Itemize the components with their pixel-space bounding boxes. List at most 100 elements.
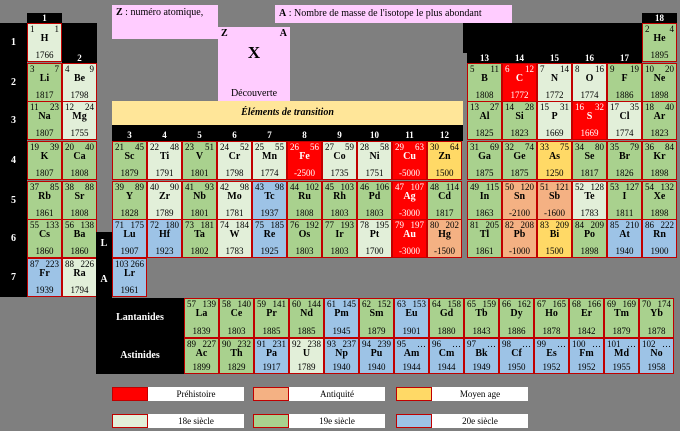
element-mass: 52 (240, 142, 249, 152)
element-cell: 38 88 Sr 1808 (62, 181, 97, 220)
element-symbol: Dy (510, 308, 523, 319)
la-marker-a: A (100, 274, 108, 285)
element-mass: 51 (205, 142, 214, 152)
element-mass: 28 (525, 102, 534, 112)
element-year: 1817 (580, 168, 599, 178)
element-mass: 239 (377, 339, 392, 349)
element-year: 1751 (365, 168, 384, 178)
element-symbol: Ba (73, 229, 86, 240)
element-mass: 40 (85, 142, 94, 152)
element-symbol: O (585, 73, 594, 84)
element-year: 1801 (190, 168, 209, 178)
element-year: 1803 (295, 246, 314, 256)
element-year: 1669 (545, 128, 564, 138)
element-mass: 107 (410, 182, 425, 192)
element-number: 101 (607, 339, 621, 349)
element-symbol: Mg (72, 111, 87, 122)
element-cell: 55 133 Cs 1860 (27, 219, 62, 258)
element-mass: 88 (85, 182, 94, 192)
element-year: 1944 (402, 362, 421, 372)
element-mass: 84 (665, 142, 674, 152)
element-mass: 145 (342, 299, 357, 309)
element-year: 1898 (650, 90, 669, 100)
element-year: -2100 (509, 208, 530, 218)
element-mass: 158 (447, 299, 462, 309)
a-annotation-symbol: A (279, 8, 287, 19)
element-cell: 67 165 Ho 1878 (534, 298, 569, 338)
element-mass: 45 (135, 142, 144, 152)
a-annotation-box: A : Nombre de masse de l'isotope le plus… (275, 5, 512, 23)
element-mass: 152 (377, 299, 392, 309)
group-header-17: 17 (607, 53, 642, 63)
element-number: 40 (150, 182, 159, 192)
element-mass: 80 (595, 142, 604, 152)
element-mass: 102 (305, 182, 320, 192)
element-mass: 231 (272, 339, 287, 349)
element-mass: 127 (625, 182, 640, 192)
element-symbol: F (621, 73, 628, 84)
element-symbol: Cf (511, 348, 522, 359)
element-number: 54 (645, 182, 654, 192)
element-year: 1898 (580, 246, 599, 256)
element-cell: 81 205 Tl 1861 (467, 219, 502, 258)
group-header-18: 18 (642, 13, 677, 23)
legend-label-c20: 20e siècle (432, 414, 528, 428)
element-symbol: Ra (73, 268, 86, 279)
element-cell: 7 14 N 1772 (537, 63, 572, 102)
element-mass: 165 (552, 299, 567, 309)
element-cell: 66 162 Dy 1886 (499, 298, 534, 338)
element-symbol: Pu (370, 348, 383, 359)
element-mass: 120 (520, 182, 535, 192)
element-year: 1925 (260, 246, 279, 256)
legend-swatch-prehistoric (112, 387, 148, 401)
element-year: 1774 (580, 90, 599, 100)
element-year: 1898 (650, 168, 669, 178)
element-symbol: Er (580, 308, 593, 319)
element-cell: 9 19 F 1886 (607, 63, 642, 102)
element-symbol: C (515, 73, 524, 84)
lanthanides-label-box: Lantanides (96, 298, 184, 338)
element-year: 1886 (507, 326, 526, 336)
element-number: 8 (575, 64, 580, 74)
element-mass: … (557, 339, 566, 349)
element-symbol: Fm (579, 348, 594, 359)
element-year: 1789 (297, 362, 316, 372)
element-symbol: Ar (653, 111, 666, 122)
element-year: 1937 (260, 208, 279, 218)
element-cell: 6 12 C 1772 (502, 63, 537, 102)
group-header-13: 13 (467, 53, 502, 63)
element-cell: 47 107 Ag -3000 (392, 181, 427, 220)
element-year: 1958 (647, 362, 666, 372)
legend-label-antiquity: Antiquité (289, 387, 385, 401)
element-symbol: Sc (124, 151, 135, 162)
element-symbol: Th (230, 348, 243, 359)
element-number: 7 (540, 64, 545, 74)
element-number: 61 (327, 299, 336, 309)
element-symbol: Zr (158, 191, 171, 202)
element-year: 1879 (367, 326, 386, 336)
element-symbol: Ir (335, 229, 344, 240)
element-cell: 101 … Md 1955 (604, 338, 639, 374)
period-number-6: 6 (11, 233, 16, 244)
element-cell: 41 93 Nb 1801 (182, 181, 217, 220)
element-year: 1949 (472, 362, 491, 372)
element-cell: 4 9 Be 1798 (62, 63, 97, 102)
element-symbol: Nd (300, 308, 313, 319)
actinides-label-box: Astinides (96, 338, 184, 374)
element-cell: 98 … Cf 1950 (499, 338, 534, 374)
legend-swatch-c20 (396, 414, 432, 428)
element-cell: 71 175 Lu 1907 (112, 219, 147, 258)
element-symbol: Am (403, 348, 420, 359)
element-year: 1807 (35, 128, 54, 138)
element-mass: 195 (375, 220, 390, 230)
actinides-label: Astinides (120, 350, 160, 361)
element-year: 1875 (475, 168, 494, 178)
element-year: 1828 (120, 208, 139, 218)
element-cell: 61 145 Pm 1945 (324, 298, 359, 338)
element-number: 92 (292, 339, 301, 349)
element-symbol: Nb (193, 191, 206, 202)
element-number: 31 (470, 142, 479, 152)
element-year: 1500 (435, 168, 454, 178)
element-cell: 91 231 Pa 1917 (254, 338, 289, 374)
element-cell: 87 223 Fr 1939 (27, 258, 62, 297)
